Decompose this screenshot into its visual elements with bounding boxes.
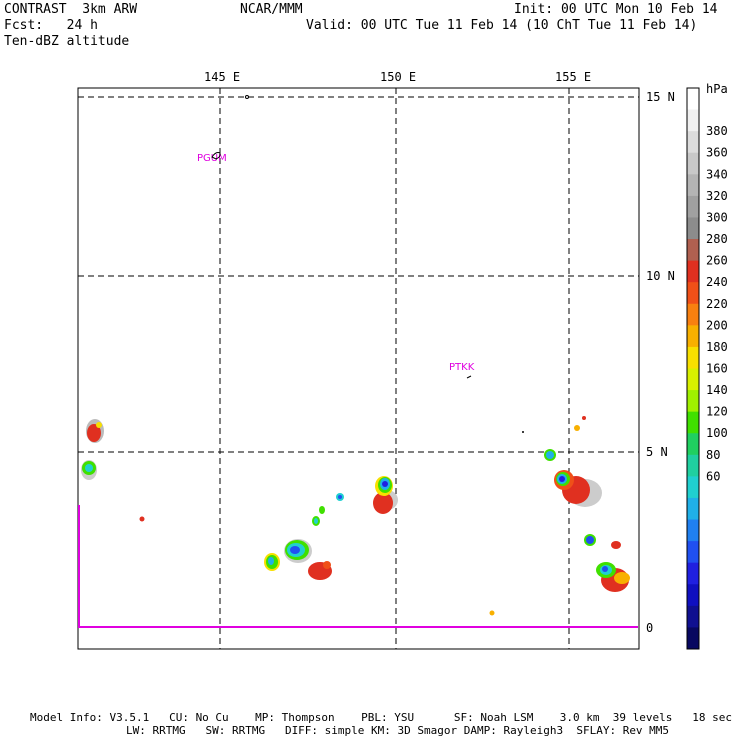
- guam-coastline: [211, 152, 221, 160]
- colorbar-swatch: [687, 562, 699, 585]
- lon-label-155e: 155 E: [555, 70, 591, 84]
- map-gridlines: [78, 88, 639, 649]
- colorbar-label: 160: [706, 362, 728, 376]
- colorbar-label: 80: [706, 448, 720, 462]
- header-init-time: Init: 00 UTC Mon 10 Feb 14: [514, 2, 718, 17]
- station-label-ptkk: PTKK: [449, 362, 475, 373]
- lat-label-0: 0: [646, 621, 653, 635]
- colorbar-swatch: [687, 584, 699, 607]
- colorbar-swatch: [687, 195, 699, 218]
- footer-model-info: Model Info: V3.5.1 CU: No Cu MP: Thompso…: [30, 711, 732, 724]
- colorbar-label: 320: [706, 189, 728, 203]
- colorbar-label: 120: [706, 405, 728, 419]
- colorbar-label: 340: [706, 167, 728, 181]
- colorbar-swatch: [687, 497, 699, 521]
- lon-label-145e: 145 E: [204, 70, 240, 84]
- equator-line: [78, 505, 638, 628]
- colorbar-swatch: [687, 476, 699, 499]
- header-forecast-hour: Fcst: 24 h: [4, 18, 98, 33]
- colorbar-swatch: [687, 174, 699, 197]
- colorbar-swatch: [687, 88, 699, 111]
- colorbar-swatch: [687, 325, 699, 348]
- colorbar-swatch: [687, 368, 699, 391]
- colorbar-label: 200: [706, 318, 728, 332]
- colorbar-frame: [686, 87, 700, 650]
- header-valid-time: Valid: 00 UTC Tue 11 Feb 14 (10 ChT Tue …: [306, 18, 698, 33]
- colorbar-swatch: [687, 109, 699, 132]
- map-frame: [77, 87, 640, 650]
- header-field-name: Ten-dBZ altitude: [4, 34, 130, 49]
- lon-label-150e: 150 E: [380, 70, 416, 84]
- colorbar-label: 220: [706, 297, 728, 311]
- colorbar-swatch: [687, 217, 699, 240]
- colorbar-swatch: [687, 239, 699, 262]
- island-marker: [522, 431, 524, 433]
- colorbar-swatch: [687, 454, 699, 477]
- header-model-name: CONTRAST 3km ARW: [4, 2, 138, 17]
- colorbar-swatch: [687, 519, 699, 542]
- station-label-pgum: PGUM: [197, 153, 227, 164]
- colorbar-swatch: [687, 627, 699, 650]
- colorbar-label: 60: [706, 469, 720, 483]
- colorbar-swatch: [687, 411, 699, 434]
- island-marker: [245, 95, 249, 99]
- colorbar-label: 260: [706, 254, 728, 268]
- colorbar-label: 360: [706, 146, 728, 160]
- colorbar-label: 280: [706, 232, 728, 246]
- colorbar-swatch: [687, 390, 699, 413]
- chuuk-coastline: [466, 375, 472, 379]
- colorbar-unit: hPa: [706, 82, 728, 96]
- colorbar-swatch: [687, 303, 699, 326]
- footer-physics-info: LW: RRTMG SW: RRTMG DIFF: simple KM: 3D …: [126, 724, 670, 737]
- colorbar-swatch: [687, 282, 699, 305]
- colorbar-swatch: [687, 433, 699, 456]
- colorbar-label: 100: [706, 426, 728, 440]
- colorbar-swatch: [687, 131, 699, 154]
- colorbar-label: 300: [706, 210, 728, 224]
- colorbar-swatch: [687, 152, 699, 175]
- colorbar-swatch: [687, 346, 699, 369]
- colorbar-swatch: [687, 605, 699, 628]
- radar-cells: [81, 416, 630, 616]
- colorbar-label: 380: [706, 124, 728, 138]
- colorbar-swatch: [687, 260, 699, 283]
- lat-label-5n: 5 N: [646, 445, 668, 459]
- header-institution: NCAR/MMM: [240, 2, 303, 17]
- lat-label-15n: 15 N: [646, 90, 675, 104]
- colorbar-label: 240: [706, 275, 728, 289]
- lat-label-10n: 10 N: [646, 269, 675, 283]
- colorbar-label: 140: [706, 383, 728, 397]
- colorbar: 380 360 340 320 300 280 260 240 220 200 180 160 140 1…: [686, 87, 728, 650]
- colorbar-swatch: [687, 541, 699, 564]
- colorbar-label: 180: [706, 340, 728, 354]
